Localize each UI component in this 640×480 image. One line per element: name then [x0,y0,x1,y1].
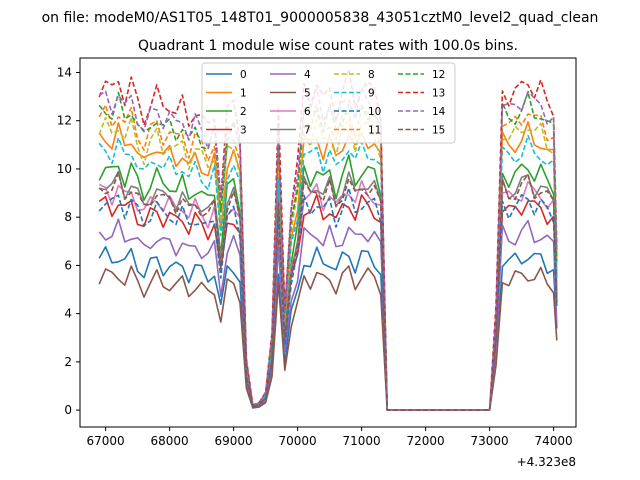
y-tick-label: 4 [64,307,72,321]
series-line-4 [98,218,558,411]
series-line-5 [98,265,558,411]
legend-frame [201,62,456,144]
x-tick-label: 67000 [87,434,125,448]
legend-label-0: 0 [240,69,247,81]
legend-label-8: 8 [368,69,375,81]
x-axis-offset-label: +4.323e8 [517,455,576,469]
y-tick-label: 6 [64,258,72,272]
legend-label-6: 6 [304,106,311,118]
x-axis-ticks: 67000 68000 69000 70000 71000 72000 73000 74000 [87,427,573,448]
legend-label-2: 2 [240,106,247,118]
legend-label-10: 10 [368,106,381,118]
legend-label-9: 9 [368,88,375,100]
legend-label-12: 12 [432,69,445,81]
x-tick-label: 69000 [215,434,253,448]
x-tick-label: 71000 [343,434,381,448]
legend-label-3: 3 [240,125,247,137]
series-line-14 [98,87,558,411]
series-line-15 [98,171,558,411]
legend-label-11: 11 [368,125,381,137]
legend-label-7: 7 [304,125,311,137]
y-tick-label: 8 [64,210,72,224]
y-tick-label: 10 [57,162,72,176]
series-line-0 [98,246,558,411]
series-line-8 [98,116,558,411]
legend-label-1: 1 [240,88,247,100]
x-tick-label: 72000 [407,434,445,448]
x-tick-label: 68000 [151,434,189,448]
series-lines [98,68,558,411]
y-tick-label: 12 [57,114,72,128]
legend-label-13: 13 [432,88,445,100]
legend-label-5: 5 [304,88,311,100]
series-line-7 [99,170,558,411]
series-line-10 [98,187,558,411]
series-line-9 [98,134,558,411]
y-tick-label: 14 [57,65,72,79]
legend-label-14: 14 [432,106,446,118]
x-tick-label: 73000 [471,434,509,448]
y-tick-label: 2 [64,355,72,369]
x-tick-label: 74000 [535,434,573,448]
x-tick-label: 70000 [279,434,317,448]
series-line-11 [98,104,558,411]
y-tick-label: 0 [64,403,72,417]
series-line-3 [98,193,558,411]
legend-label-4: 4 [304,69,311,81]
chart-title: Quadrant 1 module wise count rates with … [138,38,518,54]
plot-frame [79,57,577,428]
y-axis-ticks: 0 2 4 6 8 10 12 14 [57,65,80,417]
figure-suptitle: on file: modeM0/AS1T05_148T01_9000005838… [42,10,599,26]
legend-label-15: 15 [432,125,445,137]
series-line-2 [98,154,558,411]
